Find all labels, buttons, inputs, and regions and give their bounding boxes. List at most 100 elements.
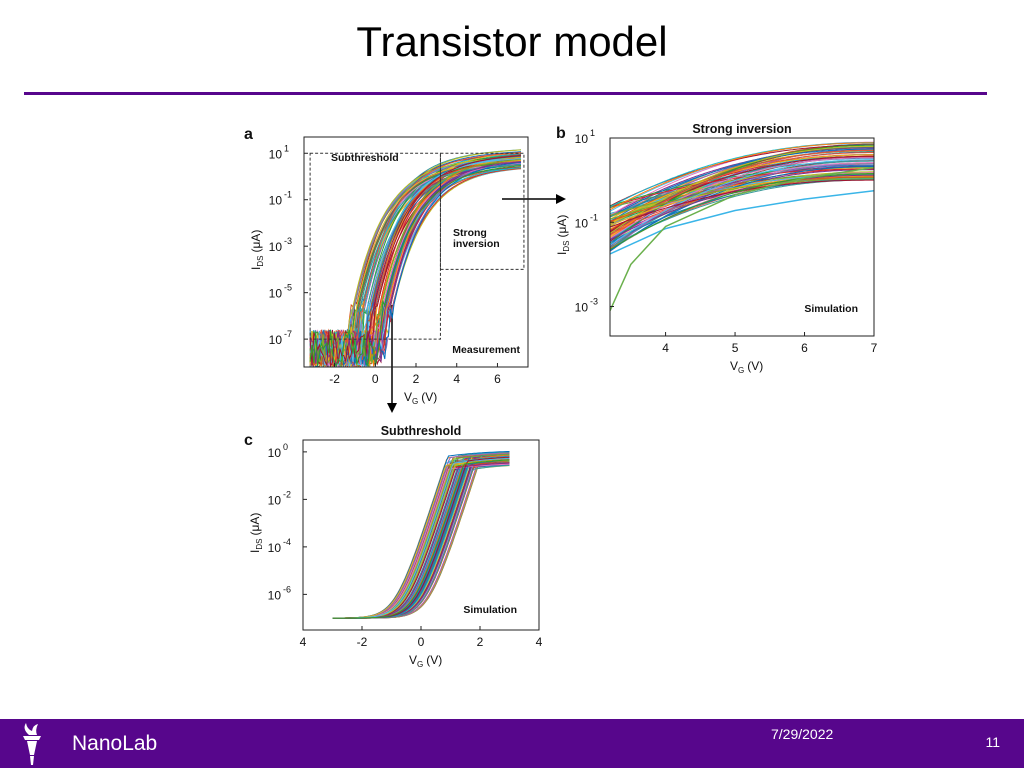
y-tick-base: 10 [269, 240, 283, 254]
series-line [332, 459, 510, 619]
annotation: Simulation [463, 604, 517, 616]
arrow-a-to-b [502, 194, 566, 204]
y-tick-label: 10 [575, 301, 589, 315]
y-axis-label-main: I [248, 550, 262, 553]
panel-title: Subthreshold [381, 424, 462, 438]
series-line [610, 174, 874, 241]
region-box [309, 152, 441, 340]
x-tick-label: 0 [418, 635, 425, 649]
y-tick-exponent: 0 [283, 442, 288, 452]
y-tick-base: 10 [268, 588, 282, 602]
y-tick-base: 10 [268, 541, 282, 555]
footer-date: 7/29/2022 [771, 726, 834, 742]
x-axis-label-main: V [404, 390, 412, 404]
annotation: Strong [453, 227, 487, 239]
y-tick-base: 10 [269, 194, 283, 208]
y-tick-exponent: -3 [284, 236, 292, 246]
x-tick-label: 0 [372, 372, 379, 386]
y-tick-base: 10 [575, 216, 589, 230]
x-tick-label: -2 [329, 372, 340, 386]
y-tick-exponent: -3 [590, 297, 598, 307]
x-axis-label: VG (V) [409, 653, 442, 669]
x-tick-label: 2 [413, 372, 420, 386]
y-tick-base: 10 [269, 287, 283, 301]
panel-letter: b [556, 125, 566, 142]
y-tick-label: 10 [268, 588, 282, 602]
y-tick-base: 10 [269, 333, 283, 347]
x-axis-label-main: V [730, 359, 738, 373]
y-tick-label: 10 [269, 194, 283, 208]
panel-letter: c [244, 432, 253, 449]
y-tick-label: 10 [269, 240, 283, 254]
outlier-series-line [610, 166, 874, 312]
panel-letter: a [244, 126, 253, 143]
panel-title: Strong inversion [692, 122, 791, 136]
y-tick-exponent: 1 [590, 128, 595, 138]
series-line [610, 168, 874, 208]
y-tick-base: 10 [268, 493, 282, 507]
x-tick-label: 4 [536, 635, 543, 649]
series-line [610, 154, 874, 224]
y-tick-exponent: -6 [283, 584, 291, 594]
y-tick-exponent: -1 [590, 212, 598, 222]
y-tick-label: 10 [269, 287, 283, 301]
annotation: Simulation [804, 303, 858, 315]
x-tick-label: 6 [801, 341, 808, 355]
series-line [610, 149, 874, 236]
series-line [309, 152, 522, 365]
series-line [610, 165, 874, 233]
x-axis-label-main: V [409, 653, 417, 667]
x-axis-label-unit: (V) [426, 653, 442, 667]
y-axis-label-unit: (μA) [248, 513, 262, 536]
curves-b [610, 141, 874, 312]
outlier-series-line [610, 189, 874, 255]
x-tick-label: 4 [300, 635, 307, 649]
curves-c [332, 451, 510, 619]
x-tick-label: 4 [453, 372, 460, 386]
y-axis-label-main: I [555, 252, 569, 255]
series-line [610, 145, 874, 234]
x-axis-label: VG (V) [730, 359, 763, 375]
series-line [309, 158, 522, 367]
y-tick-label: 10 [268, 493, 282, 507]
x-axis-label-unit: (V) [747, 359, 763, 373]
x-axis-label-unit: (V) [421, 390, 437, 404]
y-axis-label-sub: DS [255, 539, 264, 550]
series-line [610, 178, 874, 220]
annotation: Subthreshold [331, 152, 399, 164]
y-tick-label: 10 [268, 541, 282, 555]
y-tick-label: 10 [269, 147, 283, 161]
y-tick-base: 10 [575, 132, 589, 146]
y-axis-label-unit: (μA) [555, 215, 569, 238]
x-tick-label: 6 [494, 372, 501, 386]
series-line [610, 144, 874, 244]
series-line [309, 158, 522, 367]
y-axis-label-sub: DS [256, 256, 265, 267]
annotation: Measurement [452, 344, 520, 356]
y-tick-base: 10 [268, 446, 282, 460]
x-axis-label: VG (V) [404, 390, 437, 406]
plot-frame [609, 137, 875, 337]
slide-title: Transistor model [356, 18, 668, 65]
title-divider [24, 92, 987, 95]
y-tick-base: 10 [575, 301, 589, 315]
y-tick-exponent: -1 [284, 190, 292, 200]
arrow-a-to-c [387, 305, 397, 413]
series-line [309, 165, 522, 367]
torch-logo-icon [23, 723, 41, 765]
series-line [610, 159, 874, 246]
y-tick-label: 10 [575, 216, 589, 230]
x-axis-label-sub: G [417, 660, 423, 669]
x-tick-label: 2 [477, 635, 484, 649]
series-line [610, 166, 874, 252]
y-axis-label-main: I [249, 267, 263, 270]
y-tick-exponent: -2 [283, 489, 291, 499]
y-tick-base: 10 [269, 147, 283, 161]
region-box [439, 152, 525, 270]
x-axis-label-sub: G [412, 397, 418, 406]
y-tick-exponent: -7 [284, 329, 292, 339]
curves-a [309, 149, 522, 367]
annotation: inversion [453, 238, 500, 250]
y-tick-exponent: -4 [283, 537, 291, 547]
